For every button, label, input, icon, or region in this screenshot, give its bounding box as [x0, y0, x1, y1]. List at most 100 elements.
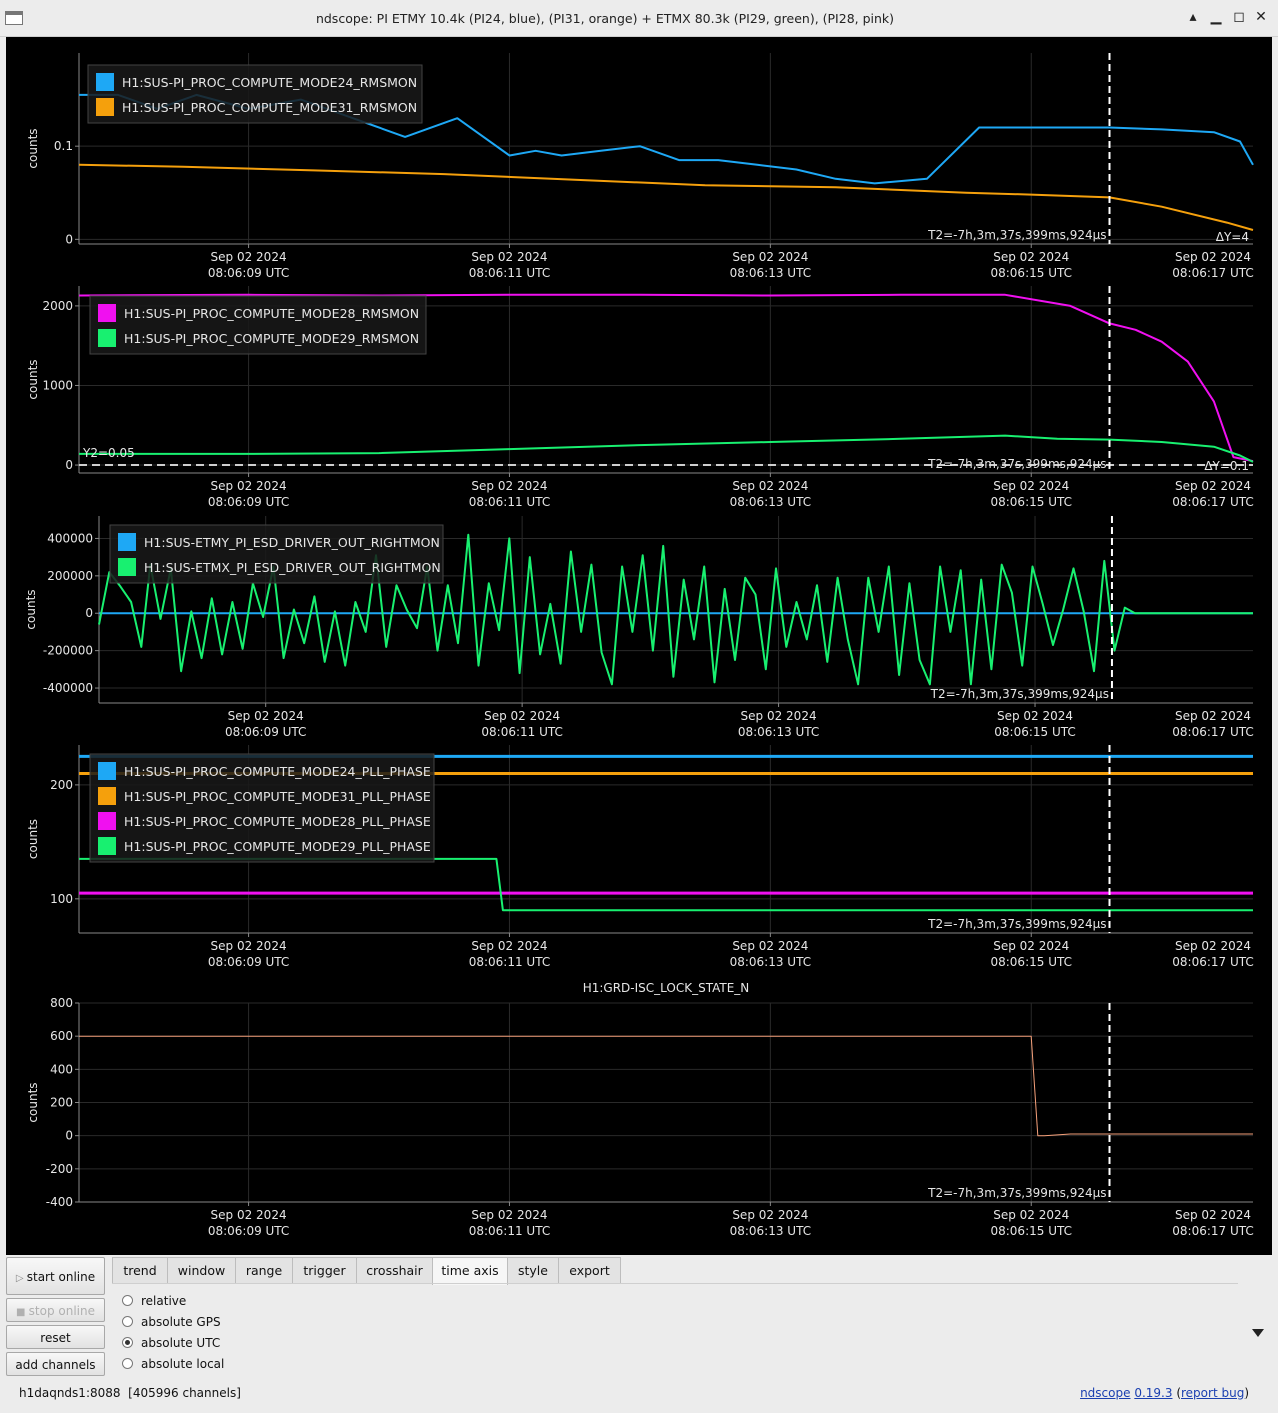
- y-tick-label: -200: [46, 1162, 73, 1176]
- legend-swatch: [118, 533, 136, 551]
- stop-online-button[interactable]: ■ stop online: [6, 1298, 105, 1322]
- legend-swatch: [96, 73, 114, 91]
- version-link[interactable]: 0.19.3: [1134, 1386, 1173, 1400]
- legend-entry: H1:SUS-PI_PROC_COMPUTE_MODE31_PLL_PHASE: [124, 789, 431, 804]
- tab-trend[interactable]: trend: [112, 1257, 168, 1283]
- tab-style[interactable]: style: [507, 1257, 559, 1283]
- x-tick-time: 08:06:15 UTC: [990, 1224, 1072, 1238]
- legend-entry: H1:SUS-PI_PROC_COMPUTE_MODE29_RMSMON: [124, 331, 419, 346]
- status-bar: h1daqnds1:8088 [405996 channels]: [19, 1386, 241, 1400]
- tab-export[interactable]: export: [558, 1257, 621, 1283]
- x-tick-time: 08:06:11 UTC: [469, 266, 551, 280]
- x-tick-date: Sep 02 2024: [1175, 939, 1251, 953]
- y-tick-label: -400: [46, 1195, 73, 1209]
- open-paren: (: [1176, 1386, 1181, 1400]
- x-tick-date: Sep 02 2024: [741, 709, 817, 723]
- legend-swatch: [96, 98, 114, 116]
- legend-swatch: [98, 329, 116, 347]
- radio-indicator: [122, 1295, 133, 1306]
- t2-label: T2=-7h,3m,37s,399ms,924µs: [930, 687, 1109, 701]
- x-tick-date: Sep 02 2024: [211, 479, 287, 493]
- y-tick-label: 200: [50, 1096, 73, 1110]
- add-channels-button[interactable]: add channels: [6, 1352, 105, 1376]
- x-tick-time: 08:06:09 UTC: [208, 1224, 290, 1238]
- tab-window[interactable]: window: [167, 1257, 236, 1283]
- delta-y-label: ΔY=4: [1216, 230, 1249, 244]
- x-tick-time: 08:06:11 UTC: [469, 495, 551, 509]
- series-line: [98, 533, 1253, 686]
- x-tick-time: 08:06:15 UTC: [990, 266, 1072, 280]
- y-tick-label: 100: [50, 892, 73, 906]
- maximize-icon[interactable]: ◻: [1233, 9, 1245, 25]
- tab-trigger[interactable]: trigger: [292, 1257, 357, 1283]
- y-tick-label: 0.1: [54, 139, 73, 153]
- x-tick-date: Sep 02 2024: [211, 939, 287, 953]
- chevron-down-icon[interactable]: [1252, 1329, 1264, 1337]
- scope-plot-area[interactable]: 0.1 0 counts Sep 02 2024 08:06:09 UTC Sep 02 …: [6, 37, 1272, 1255]
- x-tick-date: Sep 02 2024: [732, 250, 808, 264]
- x-tick-date: Sep 02 2024: [1175, 1208, 1251, 1222]
- close-paren: ): [1244, 1386, 1249, 1400]
- y-tick-label: 0: [65, 1129, 73, 1143]
- nds-server: h1daqnds1:8088: [19, 1386, 121, 1400]
- footer-links: ndscope 0.19.3 (report bug): [1080, 1386, 1249, 1400]
- legend-swatch: [98, 837, 116, 855]
- y-tick-label: -400000: [43, 681, 93, 695]
- x-tick-time: 08:06:15 UTC: [990, 955, 1072, 969]
- y-tick-label: 400000: [47, 531, 93, 545]
- series-line: [78, 293, 1254, 463]
- radio-label: absolute GPS: [141, 1315, 221, 1329]
- plots-canvas[interactable]: 0.1 0 counts Sep 02 2024 08:06:09 UTC Sep 02 …: [6, 37, 1272, 1255]
- tab-range[interactable]: range: [235, 1257, 293, 1283]
- tab-time-axis[interactable]: time axis: [432, 1257, 508, 1285]
- x-tick-time: 08:06:11 UTC: [469, 955, 551, 969]
- radio-indicator: [122, 1316, 133, 1327]
- delta-y-label: ΔY=0.1: [1204, 459, 1249, 473]
- radio-label: relative: [141, 1294, 187, 1308]
- legend-entry: H1:SUS-PI_PROC_COMPUTE_MODE24_RMSMON: [122, 75, 417, 90]
- t2-label: T2=-7h,3m,37s,399ms,924µs: [927, 228, 1106, 242]
- reset-button[interactable]: reset: [6, 1325, 105, 1349]
- y-tick-label: 0: [65, 232, 73, 246]
- axis-mask: [6, 971, 1272, 997]
- x-tick-time: 08:06:11 UTC: [481, 725, 563, 739]
- legend-entry: H1:SUS-PI_PROC_COMPUTE_MODE28_RMSMON: [124, 306, 419, 321]
- x-tick-date: Sep 02 2024: [471, 479, 547, 493]
- x-tick-date: Sep 02 2024: [211, 250, 287, 264]
- x-tick-time: 08:06:17 UTC: [1172, 955, 1254, 969]
- x-tick-time: 08:06:13 UTC: [730, 266, 812, 280]
- report-bug-link[interactable]: report bug: [1181, 1386, 1245, 1400]
- axis-mask: [6, 1240, 1272, 1250]
- t2-label: T2=-7h,3m,37s,399ms,924µs: [927, 1186, 1106, 1200]
- y-axis-label: counts: [26, 359, 40, 399]
- x-tick-date: Sep 02 2024: [993, 939, 1069, 953]
- y-tick-label: 1000: [42, 378, 73, 392]
- x-tick-time: 08:06:17 UTC: [1172, 495, 1254, 509]
- tab-crosshair[interactable]: crosshair: [356, 1257, 433, 1283]
- series-line: [79, 1035, 1253, 1137]
- restore-icon[interactable]: ▴: [1189, 9, 1197, 25]
- x-tick-date: Sep 02 2024: [471, 939, 547, 953]
- minimize-icon[interactable]: ▁: [1210, 9, 1222, 25]
- legend-swatch: [98, 762, 116, 780]
- legend-box: [109, 524, 444, 584]
- legend-entry: H1:SUS-PI_PROC_COMPUTE_MODE24_PLL_PHASE: [124, 764, 431, 779]
- x-tick-date: Sep 02 2024: [732, 1208, 808, 1222]
- x-tick-date: Sep 02 2024: [993, 250, 1069, 264]
- close-icon[interactable]: ✕: [1255, 9, 1267, 25]
- ndscope-link[interactable]: ndscope: [1080, 1386, 1131, 1400]
- y-tick-label: 0: [85, 606, 93, 620]
- series-line: [78, 163, 1254, 231]
- legend-box: [89, 295, 427, 355]
- legend-swatch: [98, 812, 116, 830]
- start-online-button[interactable]: ▷ start online: [6, 1257, 105, 1295]
- x-tick-time: 08:06:13 UTC: [730, 495, 812, 509]
- control-panel: ▷ start online ■ stop online reset add c…: [0, 1255, 1278, 1413]
- y-axis-label: counts: [24, 589, 38, 629]
- y-tick-label: 400: [50, 1062, 73, 1076]
- y-axis-label: counts: [26, 1082, 40, 1122]
- y-tick-label: 0: [65, 458, 73, 472]
- radio-label: absolute UTC: [141, 1336, 221, 1350]
- window-title: ndscope: PI ETMY 10.4k (PI24, blue), (PI…: [315, 11, 895, 26]
- y-tick-label: 200000: [47, 569, 93, 583]
